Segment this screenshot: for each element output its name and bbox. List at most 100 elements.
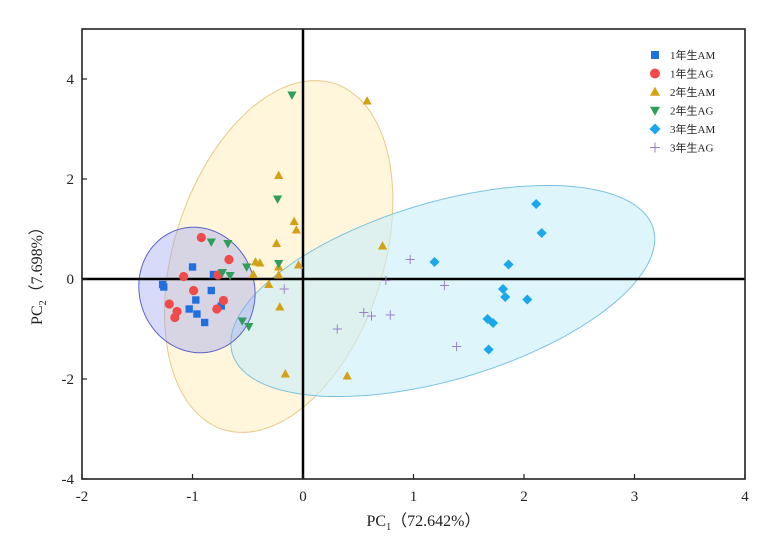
x-tick-label: -1	[186, 489, 199, 505]
data-point	[359, 307, 369, 318]
data-point	[206, 238, 216, 247]
x-tick-label: 3	[631, 489, 639, 505]
data-point	[280, 369, 290, 378]
data-point	[242, 263, 252, 272]
legend-marker-icon	[651, 51, 659, 59]
data-point	[193, 310, 201, 318]
legend-label: 2年生AG	[670, 104, 713, 118]
x-tick-label: 4	[741, 489, 749, 505]
data-point	[385, 310, 395, 320]
data-points	[158, 91, 547, 380]
data-point	[279, 284, 289, 294]
data-point	[212, 304, 222, 314]
y-axis-ticks: -4 -2 0 2 4	[62, 72, 87, 488]
data-point	[170, 312, 180, 323]
y-tick-label: 0	[67, 272, 75, 288]
zero-lines	[82, 29, 745, 479]
data-point	[192, 296, 200, 304]
data-point	[332, 324, 342, 334]
x-tick-label: 0	[299, 489, 307, 505]
data-point	[500, 291, 511, 303]
legend-label: 1年生AM	[670, 48, 715, 62]
data-point	[293, 260, 304, 269]
x-tick-label: 2	[520, 489, 528, 505]
data-point	[291, 225, 301, 234]
data-point	[255, 258, 265, 267]
data-point	[160, 283, 168, 291]
data-point	[362, 96, 372, 105]
data-point	[196, 232, 206, 243]
data-point	[381, 275, 391, 286]
legend-marker-icon	[650, 68, 660, 79]
y-tick-label: 4	[67, 72, 75, 88]
data-point	[405, 254, 415, 265]
series-5	[429, 198, 547, 355]
data-point	[164, 299, 174, 309]
data-point	[237, 317, 247, 326]
legend-marker-icon	[650, 86, 660, 96]
data-point	[274, 170, 284, 179]
data-point	[274, 260, 284, 269]
data-point	[207, 286, 215, 295]
data-point	[217, 269, 227, 278]
data-point	[289, 216, 299, 225]
data-point	[522, 294, 533, 305]
legend-label: 3年生AG	[670, 141, 713, 155]
legend-item: 2年生AM	[650, 85, 715, 99]
data-point	[439, 280, 450, 291]
data-point	[225, 272, 235, 281]
legend-item: 1年生AM	[651, 48, 715, 62]
3年生-ellipse	[230, 185, 656, 397]
data-point	[536, 227, 547, 239]
data-point	[224, 254, 234, 265]
legend-marker-icon	[649, 123, 661, 135]
data-point	[275, 302, 285, 311]
x-axis-ticks: -2 -1 0 1 2 3 4	[76, 474, 749, 505]
series-6	[279, 254, 462, 352]
legend: 1年生AM 1年生AG 2年生AM 2年生AG 3年生AM 3年生AG	[649, 48, 715, 155]
legend-item: 1年生AG	[650, 67, 713, 81]
data-point	[188, 263, 197, 271]
data-point	[189, 285, 199, 296]
legend-marker-icon	[650, 106, 660, 116]
data-point	[217, 302, 225, 310]
data-point	[200, 318, 209, 327]
data-point	[272, 195, 283, 204]
data-point	[264, 279, 274, 288]
series-4	[206, 91, 297, 332]
data-point	[366, 311, 377, 321]
data-point	[244, 323, 254, 332]
legend-item: 3年生AM	[649, 122, 715, 136]
y-axis-title: PC2（7.698%）	[28, 219, 49, 325]
legend-label: 2年生AM	[670, 85, 715, 99]
legend-item: 2年生AG	[650, 104, 713, 118]
series-2	[164, 232, 234, 323]
data-point	[287, 91, 297, 100]
legend-label: 3年生AM	[670, 122, 715, 136]
data-point	[223, 240, 233, 249]
series-3	[248, 96, 388, 380]
data-point	[429, 256, 440, 268]
y-tick-label: 2	[67, 172, 75, 188]
x-tick-label: 1	[410, 489, 418, 505]
data-point	[451, 341, 462, 352]
data-point	[483, 344, 494, 355]
data-point	[248, 269, 258, 278]
data-point	[218, 295, 229, 306]
data-point	[531, 198, 542, 210]
data-point	[342, 371, 352, 380]
data-point	[274, 270, 284, 279]
y-tick-label: -4	[62, 472, 75, 488]
data-point	[488, 317, 499, 329]
data-point	[179, 271, 189, 282]
x-axis-title: PC1（72.642%）	[367, 512, 481, 533]
confidence-ellipses	[138, 80, 656, 433]
data-point	[185, 305, 193, 313]
legend-item: 3年生AG	[650, 141, 713, 155]
data-point	[503, 259, 514, 270]
legend-marker-icon	[650, 142, 660, 153]
x-tick-label: -2	[76, 489, 89, 505]
y-tick-label: -2	[62, 372, 75, 388]
data-point	[377, 241, 388, 250]
